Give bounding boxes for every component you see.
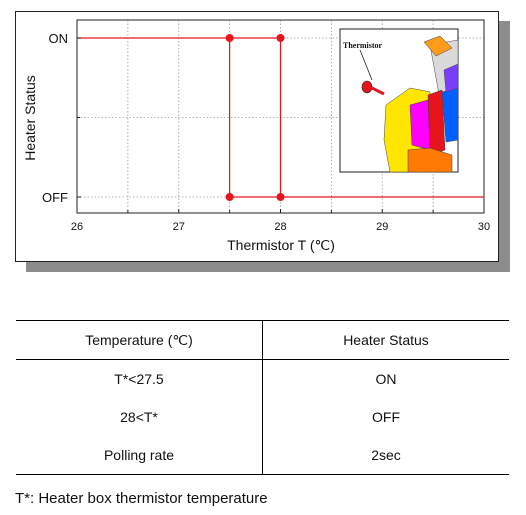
data-point-4 — [276, 193, 285, 201]
data-point-3 — [225, 193, 234, 201]
footnote: T*: Heater box thermistor temperature — [15, 490, 268, 507]
table-row: 28<T* OFF — [16, 398, 509, 436]
header-temperature: Temperature (℃) — [16, 320, 263, 360]
x-tick-label: 28 — [274, 221, 286, 233]
inset-shape-red — [427, 89, 446, 156]
thermistor-probe — [361, 80, 373, 94]
x-tick-layer: 26 27 28 29 30 — [71, 209, 490, 233]
inset-label: Thermistor — [343, 41, 383, 50]
row-1-status: ON — [375, 371, 397, 387]
x-tick-label: 30 — [478, 221, 490, 233]
row-3-condition: Polling rate — [16, 436, 263, 475]
inset-shape-magenta — [409, 99, 431, 151]
row-2-status: OFF — [372, 409, 400, 425]
table-row: T*<27.5 ON — [16, 359, 509, 398]
inset-shape-orange-top — [423, 35, 453, 57]
y-tick-label: OFF — [42, 190, 68, 205]
marker-layer — [225, 34, 285, 201]
header-heater-status: Heater Status — [343, 332, 429, 348]
x-tick-label: 29 — [376, 221, 388, 233]
x-tick-label: 27 — [173, 221, 185, 233]
heater-status-chart: 26 27 28 29 30 OFF ON Thermistor Heater Statu… — [22, 19, 490, 253]
y-tick-label: ON — [49, 31, 69, 46]
data-point-1 — [225, 34, 234, 42]
x-axis-title: Thermistor T (℃) — [227, 237, 335, 253]
heater-status-table: Temperature (℃) Heater Status T*<27.5 ON… — [16, 320, 509, 475]
data-point-2 — [276, 34, 285, 42]
row-2-condition: 28<T* — [16, 398, 263, 436]
thermistor-inset: Thermistor — [339, 28, 459, 173]
table-header-row: Temperature (℃) Heater Status — [16, 320, 509, 360]
row-1-condition: T*<27.5 — [16, 359, 263, 398]
x-tick-label: 26 — [71, 221, 83, 233]
inset-shape-orange-bottom — [407, 147, 453, 173]
y-tick-layer: OFF ON — [42, 31, 81, 205]
row-3-status: 2sec — [262, 436, 509, 475]
series-layer — [77, 37, 484, 198]
inset-shape-purple — [443, 63, 459, 93]
inset-pointer — [359, 49, 373, 81]
y-axis-title: Heater Status — [22, 75, 38, 161]
table-row: Polling rate 2sec — [16, 436, 509, 475]
thermistor-stem — [371, 86, 385, 96]
